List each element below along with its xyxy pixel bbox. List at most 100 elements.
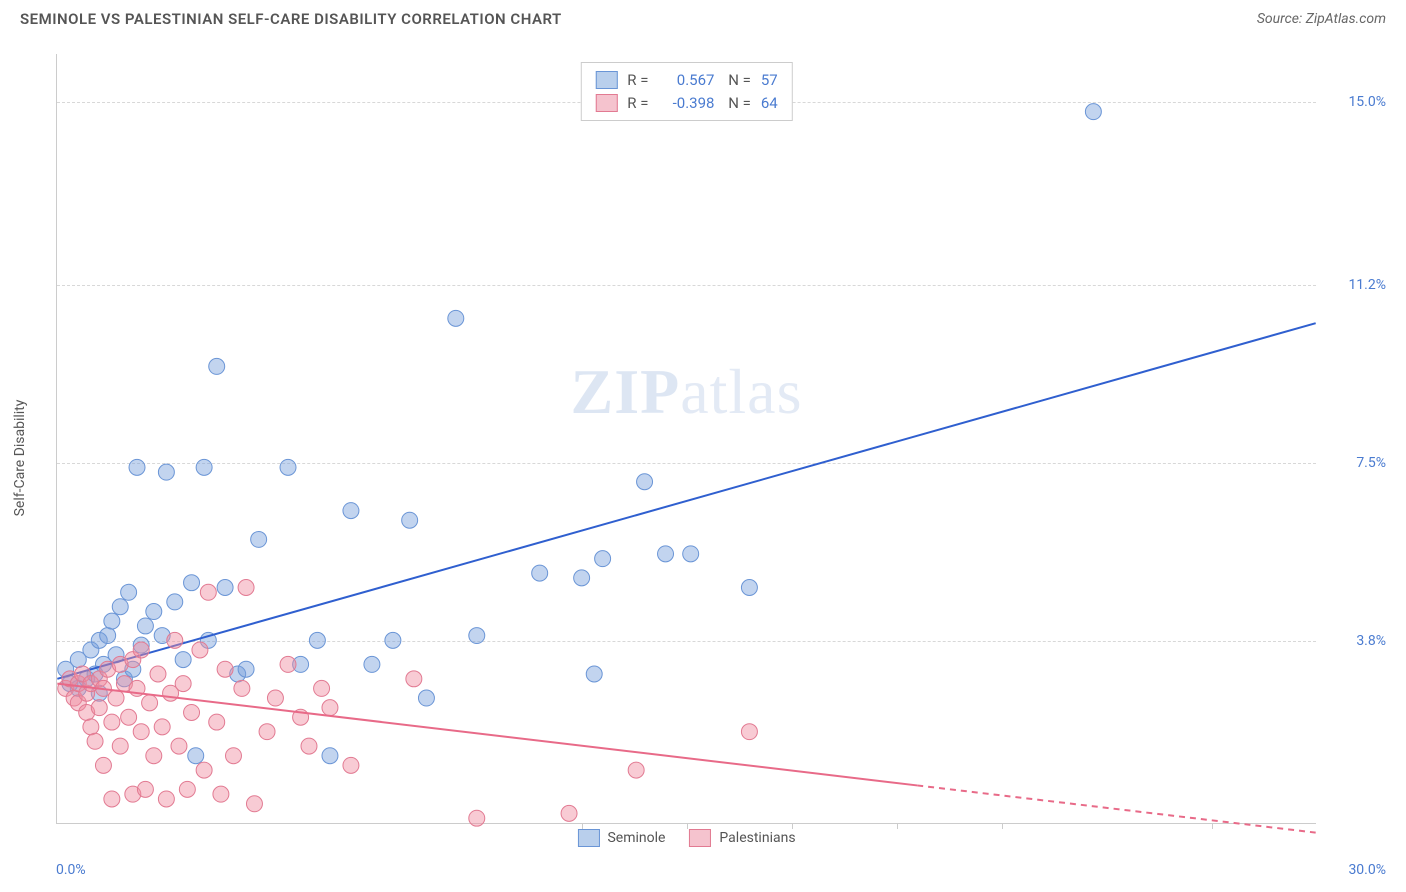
scatter-point bbox=[167, 632, 183, 648]
scatter-point bbox=[171, 738, 187, 754]
scatter-point bbox=[158, 791, 174, 807]
scatter-point bbox=[259, 724, 275, 740]
scatter-point bbox=[343, 757, 359, 773]
x-tick bbox=[792, 823, 793, 829]
scatter-point bbox=[104, 791, 120, 807]
scatter-point bbox=[234, 680, 250, 696]
trend-line bbox=[57, 684, 917, 786]
scatter-point bbox=[95, 757, 111, 773]
x-tick bbox=[897, 823, 898, 829]
scatter-point bbox=[184, 704, 200, 720]
y-tick-label: 15.0% bbox=[1326, 94, 1386, 110]
scatter-point bbox=[402, 512, 418, 528]
scatter-point bbox=[108, 690, 124, 706]
chart-title: SEMINOLE VS PALESTINIAN SELF-CARE DISABI… bbox=[20, 10, 562, 28]
y-axis-label: Self-Care Disability bbox=[12, 400, 28, 517]
swatch-seminole bbox=[595, 71, 617, 89]
x-tick bbox=[1002, 823, 1003, 829]
x-axis-max-label: 30.0% bbox=[1348, 862, 1386, 878]
scatter-point bbox=[301, 738, 317, 754]
scatter-point bbox=[179, 781, 195, 797]
scatter-point bbox=[658, 546, 674, 562]
source-attribution: Source: ZipAtlas.com bbox=[1257, 11, 1386, 27]
scatter-point bbox=[246, 796, 262, 812]
legend-swatch-seminole bbox=[577, 829, 599, 847]
scatter-point bbox=[448, 310, 464, 326]
scatter-point bbox=[238, 580, 254, 596]
scatter-point bbox=[1085, 104, 1101, 120]
scatter-point bbox=[112, 599, 128, 615]
x-axis-min-label: 0.0% bbox=[56, 862, 86, 878]
scatter-point bbox=[188, 748, 204, 764]
scatter-point bbox=[184, 575, 200, 591]
scatter-point bbox=[469, 810, 485, 826]
legend-swatch-palestinians bbox=[689, 829, 711, 847]
scatter-point bbox=[175, 676, 191, 692]
scatter-point bbox=[595, 551, 611, 567]
scatter-point bbox=[146, 604, 162, 620]
scatter-point bbox=[418, 690, 434, 706]
stats-legend: R = 0.567 N = 57 R = -0.398 N = 64 bbox=[580, 62, 792, 121]
scatter-point bbox=[741, 724, 757, 740]
scatter-point bbox=[280, 459, 296, 475]
trend-line-dashed bbox=[917, 785, 1315, 832]
plot-area: ZIPatlas R = 0.567 N = 57 R = -0.398 N =… bbox=[56, 54, 1316, 824]
scatter-point bbox=[158, 464, 174, 480]
scatter-point bbox=[532, 565, 548, 581]
scatter-point bbox=[121, 584, 137, 600]
scatter-point bbox=[217, 580, 233, 596]
scatter-point bbox=[267, 690, 283, 706]
scatter-point bbox=[154, 719, 170, 735]
scatter-point bbox=[137, 781, 153, 797]
swatch-palestinians bbox=[595, 94, 617, 112]
legend-item-seminole: Seminole bbox=[577, 829, 665, 847]
scatter-point bbox=[129, 459, 145, 475]
n-value-palestinians: 64 bbox=[761, 92, 778, 115]
r-value-seminole: 0.567 bbox=[658, 69, 714, 92]
stats-row-seminole: R = 0.567 N = 57 bbox=[595, 69, 777, 92]
scatter-point bbox=[251, 531, 267, 547]
scatter-point bbox=[586, 666, 602, 682]
scatter-point bbox=[192, 642, 208, 658]
scatter-point bbox=[137, 618, 153, 634]
scatter-point bbox=[91, 700, 107, 716]
scatter-point bbox=[314, 680, 330, 696]
x-tick bbox=[687, 823, 688, 829]
n-value-seminole: 57 bbox=[761, 69, 778, 92]
y-tick-label: 7.5% bbox=[1326, 455, 1386, 471]
scatter-point bbox=[469, 628, 485, 644]
scatter-point bbox=[741, 580, 757, 596]
scatter-point bbox=[209, 358, 225, 374]
scatter-point bbox=[209, 714, 225, 730]
scatter-point bbox=[385, 632, 401, 648]
scatter-point bbox=[561, 805, 577, 821]
x-tick bbox=[1212, 823, 1213, 829]
r-value-palestinians: -0.398 bbox=[658, 92, 714, 115]
scatter-point bbox=[213, 786, 229, 802]
scatter-point bbox=[280, 656, 296, 672]
scatter-point bbox=[196, 459, 212, 475]
x-tick bbox=[582, 823, 583, 829]
scatter-point bbox=[87, 733, 103, 749]
scatter-point bbox=[133, 642, 149, 658]
scatter-point bbox=[121, 709, 137, 725]
y-tick-label: 3.8% bbox=[1326, 633, 1386, 649]
scatter-point bbox=[196, 762, 212, 778]
scatter-point bbox=[322, 748, 338, 764]
plot-svg bbox=[57, 54, 1316, 823]
legend-item-palestinians: Palestinians bbox=[689, 829, 795, 847]
scatter-point bbox=[406, 671, 422, 687]
scatter-point bbox=[200, 584, 216, 600]
scatter-point bbox=[112, 738, 128, 754]
scatter-point bbox=[83, 719, 99, 735]
scatter-point bbox=[309, 632, 325, 648]
scatter-point bbox=[574, 570, 590, 586]
scatter-point bbox=[637, 474, 653, 490]
scatter-point bbox=[104, 613, 120, 629]
scatter-point bbox=[133, 724, 149, 740]
scatter-point bbox=[628, 762, 644, 778]
scatter-point bbox=[175, 652, 191, 668]
series-legend: Seminole Palestinians bbox=[577, 829, 795, 847]
scatter-point bbox=[343, 503, 359, 519]
chart-container: Self-Care Disability ZIPatlas R = 0.567 … bbox=[30, 44, 1386, 872]
